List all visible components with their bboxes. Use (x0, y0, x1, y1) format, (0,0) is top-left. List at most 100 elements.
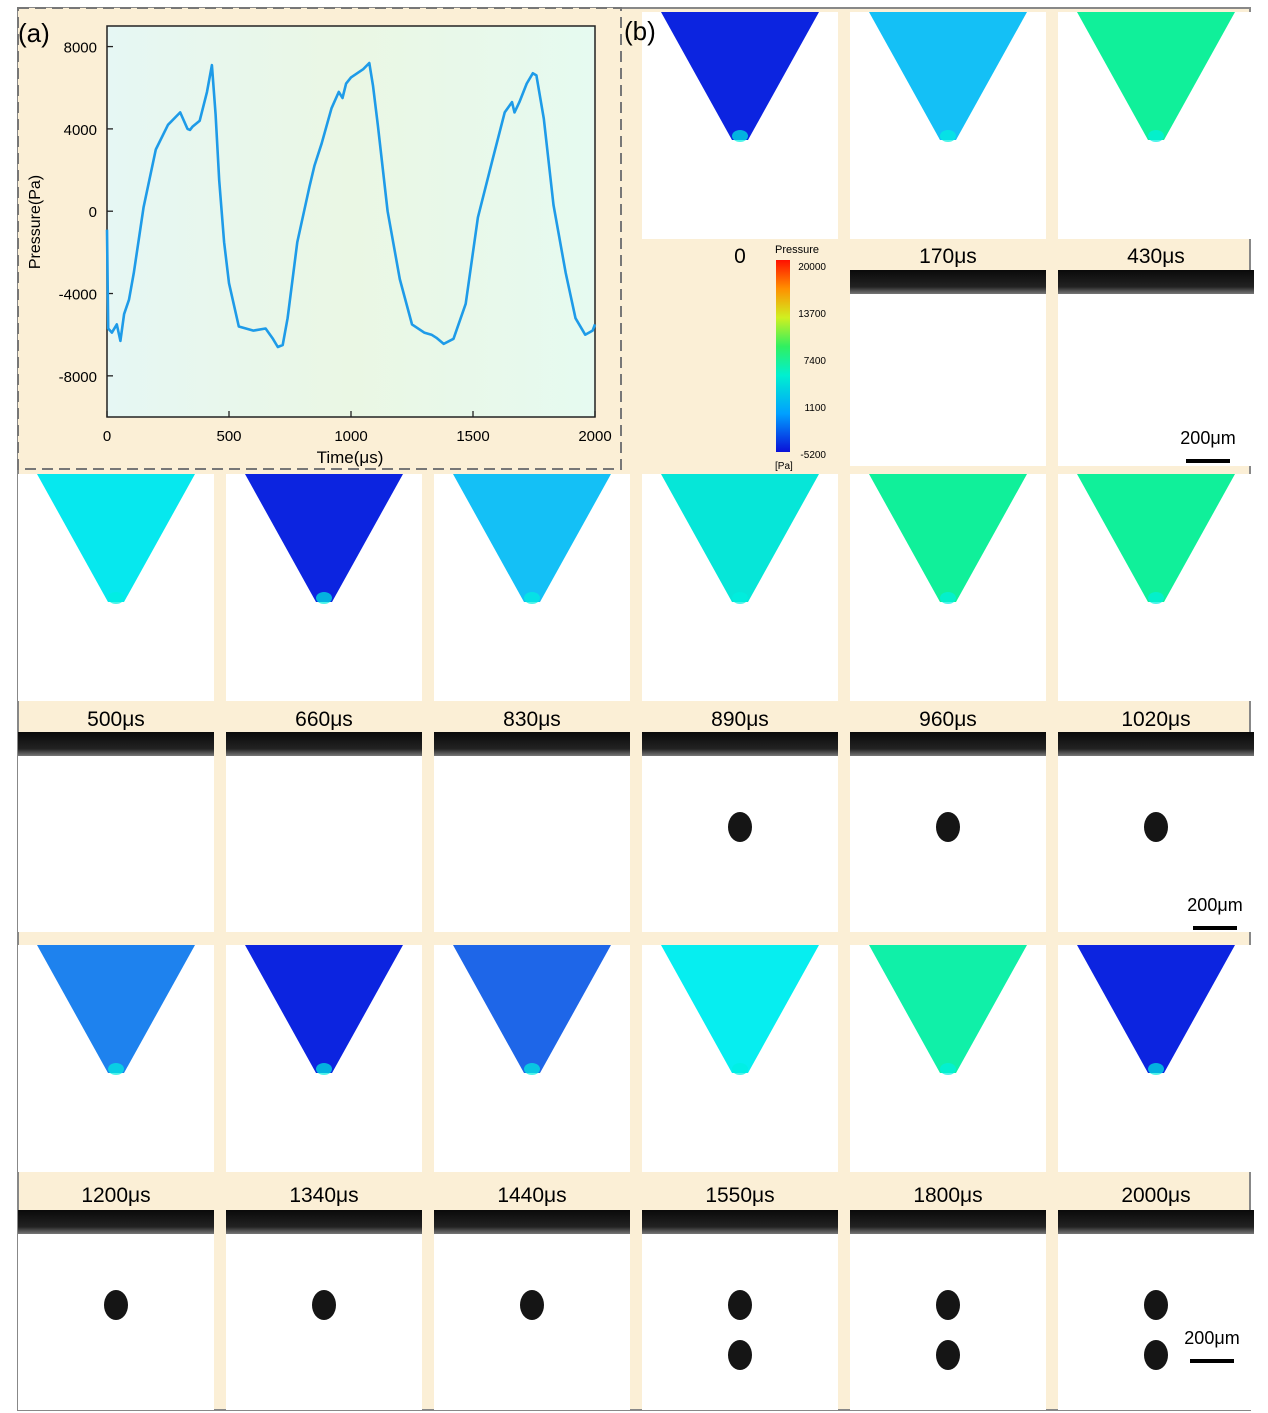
y-tick-label: -8000 (59, 369, 97, 386)
y-axis-label: Pressure(Pa) (27, 175, 44, 269)
frame-time-label: 500μs (87, 708, 145, 731)
frame-time-label: 0 (734, 245, 746, 268)
scale-bar-label: 200μm (1187, 895, 1242, 915)
colorbar-unit: [Pa] (775, 461, 793, 472)
nozzle-tip (940, 1063, 956, 1075)
frame-1800μs: 1800μs (850, 945, 1046, 1410)
frame-time-label: 170μs (919, 245, 977, 268)
photo-panel (226, 732, 422, 932)
scale-bar-label: 200μm (1184, 1328, 1239, 1348)
colorbar-tick-label: 20000 (798, 262, 826, 273)
frame-1340μs: 1340μs (226, 945, 422, 1410)
colorbar-gradient (776, 260, 790, 452)
x-tick-label: 500 (216, 428, 241, 445)
panel-b-label: (b) (624, 16, 656, 46)
frame-time-label: 1550μs (705, 1184, 774, 1207)
frame-1550μs: 1550μs (642, 945, 838, 1410)
x-tick-label: 1500 (456, 428, 489, 445)
colorbar-tick-label: 13700 (798, 309, 826, 320)
nozzle-pressure-field (661, 474, 819, 602)
frame-0: 0 (642, 12, 838, 268)
nozzle-tip (524, 592, 540, 604)
nozzle-plate (850, 270, 1046, 294)
frame-890μs: 890μs (642, 474, 838, 932)
x-axis-label: Time(μs) (317, 448, 384, 467)
nozzle-plate (850, 1210, 1046, 1234)
nozzle-tip (940, 130, 956, 142)
droplet (728, 812, 752, 842)
frame-1020μs: 1020μs (1058, 474, 1254, 932)
pressure-line (105, 61, 597, 349)
nozzle-plate (642, 732, 838, 756)
nozzle-pressure-field (245, 474, 403, 602)
x-tick-label: 2000 (578, 428, 611, 445)
nozzle-pressure-field (661, 12, 819, 140)
frame-1200μs: 1200μs (18, 945, 214, 1410)
frame-time-label: 1020μs (1121, 708, 1190, 731)
nozzle-tip (1148, 130, 1164, 142)
x-axis: 0 500 1000 1500 2000 (103, 411, 612, 445)
frame-time-label: 1200μs (81, 1184, 150, 1207)
panel-a: -8000 -4000 0 4000 8000 0 500 1000 1500 2000 Tim… (17, 7, 622, 470)
droplet (936, 1290, 960, 1320)
plot-area (106, 25, 596, 418)
x-tick-label: 1000 (334, 428, 367, 445)
nozzle-pressure-field (1077, 12, 1235, 140)
nozzle-pressure-field (869, 474, 1027, 602)
nozzle-plate (434, 1210, 630, 1234)
photo-panel (850, 270, 1046, 466)
y-axis: -8000 -4000 0 4000 8000 (59, 40, 113, 386)
frame-830μs: 830μs (434, 474, 630, 932)
nozzle-tip (108, 1063, 124, 1075)
colorbar-title: Pressure (775, 244, 819, 256)
nozzle-plate (18, 732, 214, 756)
droplet (936, 1340, 960, 1370)
frame-960μs: 960μs (850, 474, 1046, 932)
nozzle-plate (226, 732, 422, 756)
frame-time-label: 830μs (503, 708, 561, 731)
frame-time-label: 960μs (919, 708, 977, 731)
droplet (312, 1290, 336, 1320)
nozzle-pressure-field (1077, 945, 1235, 1073)
nozzle-tip (732, 1063, 748, 1075)
nozzle-tip (316, 592, 332, 604)
droplet (1144, 1340, 1168, 1370)
frame-1440μs: 1440μs (434, 945, 630, 1410)
nozzle-plate (226, 1210, 422, 1234)
y-tick-label: 8000 (64, 40, 97, 57)
scale-bar-label: 200μm (1180, 428, 1235, 448)
nozzle-tip (316, 1063, 332, 1075)
panel-a-dashed-border (17, 7, 622, 470)
droplet (1144, 1290, 1168, 1320)
nozzle-pressure-field (869, 12, 1027, 140)
nozzle-plate (18, 1210, 214, 1234)
frame-500μs: 500μs (18, 474, 214, 932)
nozzle-tip (732, 130, 748, 142)
nozzle-pressure-field (661, 945, 819, 1073)
nozzle-tip (524, 1063, 540, 1075)
x-tick-label: 0 (103, 428, 111, 445)
nozzle-pressure-field (869, 945, 1027, 1073)
colorbar: Pressure 20000 13700 7400 1100 -5200 [Pa] (775, 244, 826, 472)
nozzle-plate (1058, 1210, 1254, 1234)
nozzle-plate (434, 732, 630, 756)
nozzle-pressure-field (453, 945, 611, 1073)
frame-430μs: 430μs (1058, 12, 1254, 466)
scale-bars: 200μm 200μm 200μm (1180, 428, 1243, 1363)
nozzle-pressure-field (1077, 474, 1235, 602)
photo-panel (18, 732, 214, 932)
nozzle-pressure-field (37, 945, 195, 1073)
y-tick-label: 4000 (64, 122, 97, 139)
droplet (104, 1290, 128, 1320)
frame-time-label: 1800μs (913, 1184, 982, 1207)
nozzle-plate (850, 732, 1046, 756)
frame-time-label: 890μs (711, 708, 769, 731)
nozzle-pressure-field (37, 474, 195, 602)
frame-time-label: 1340μs (289, 1184, 358, 1207)
colorbar-tick-label: 7400 (804, 356, 827, 367)
panel-b-frames: 0 170μs 430μs 500μs 660μs 830μs 890μs 960μs 1020… (18, 12, 1254, 1410)
nozzle-tip (1148, 1063, 1164, 1075)
droplet (936, 812, 960, 842)
frame-time-label: 660μs (295, 708, 353, 731)
nozzle-tip (1148, 592, 1164, 604)
